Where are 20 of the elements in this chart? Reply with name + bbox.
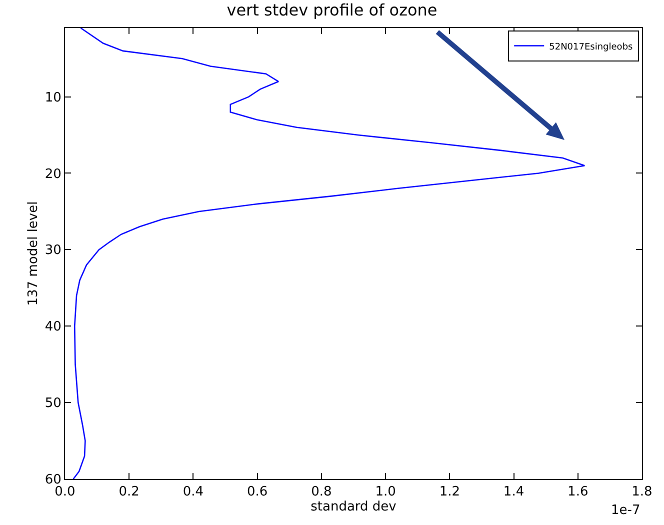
y-tick-label: 50 xyxy=(44,396,62,412)
x-tick-label: 0.4 xyxy=(182,484,204,500)
x-tick-label: 1.0 xyxy=(375,484,396,500)
y-axis-title: 137 model level xyxy=(26,201,41,306)
x-tick-label: 1.6 xyxy=(568,484,588,500)
x-tick-label: 0.6 xyxy=(246,484,268,500)
x-tick-label: 0.2 xyxy=(118,484,140,500)
y-tick-label: 20 xyxy=(44,166,62,182)
y-tick-label: 10 xyxy=(44,90,62,106)
x-tick-label: 1.4 xyxy=(503,484,524,500)
chart-title: vert stdev profile of ozone xyxy=(226,0,438,20)
legend-label: 52N017Esingleobs xyxy=(549,42,634,52)
text: 1e-7 xyxy=(611,503,640,518)
x-tick-label: 1.8 xyxy=(632,484,652,500)
y-tick-label: 30 xyxy=(44,243,62,258)
x-tick-label: 0.0 xyxy=(54,484,76,500)
x-tick-label: 0.8 xyxy=(311,484,332,500)
x-axis-title: standard dev xyxy=(310,500,397,515)
x-tick-label: 1.2 xyxy=(439,484,460,500)
y-tick-label: 40 xyxy=(44,320,62,335)
